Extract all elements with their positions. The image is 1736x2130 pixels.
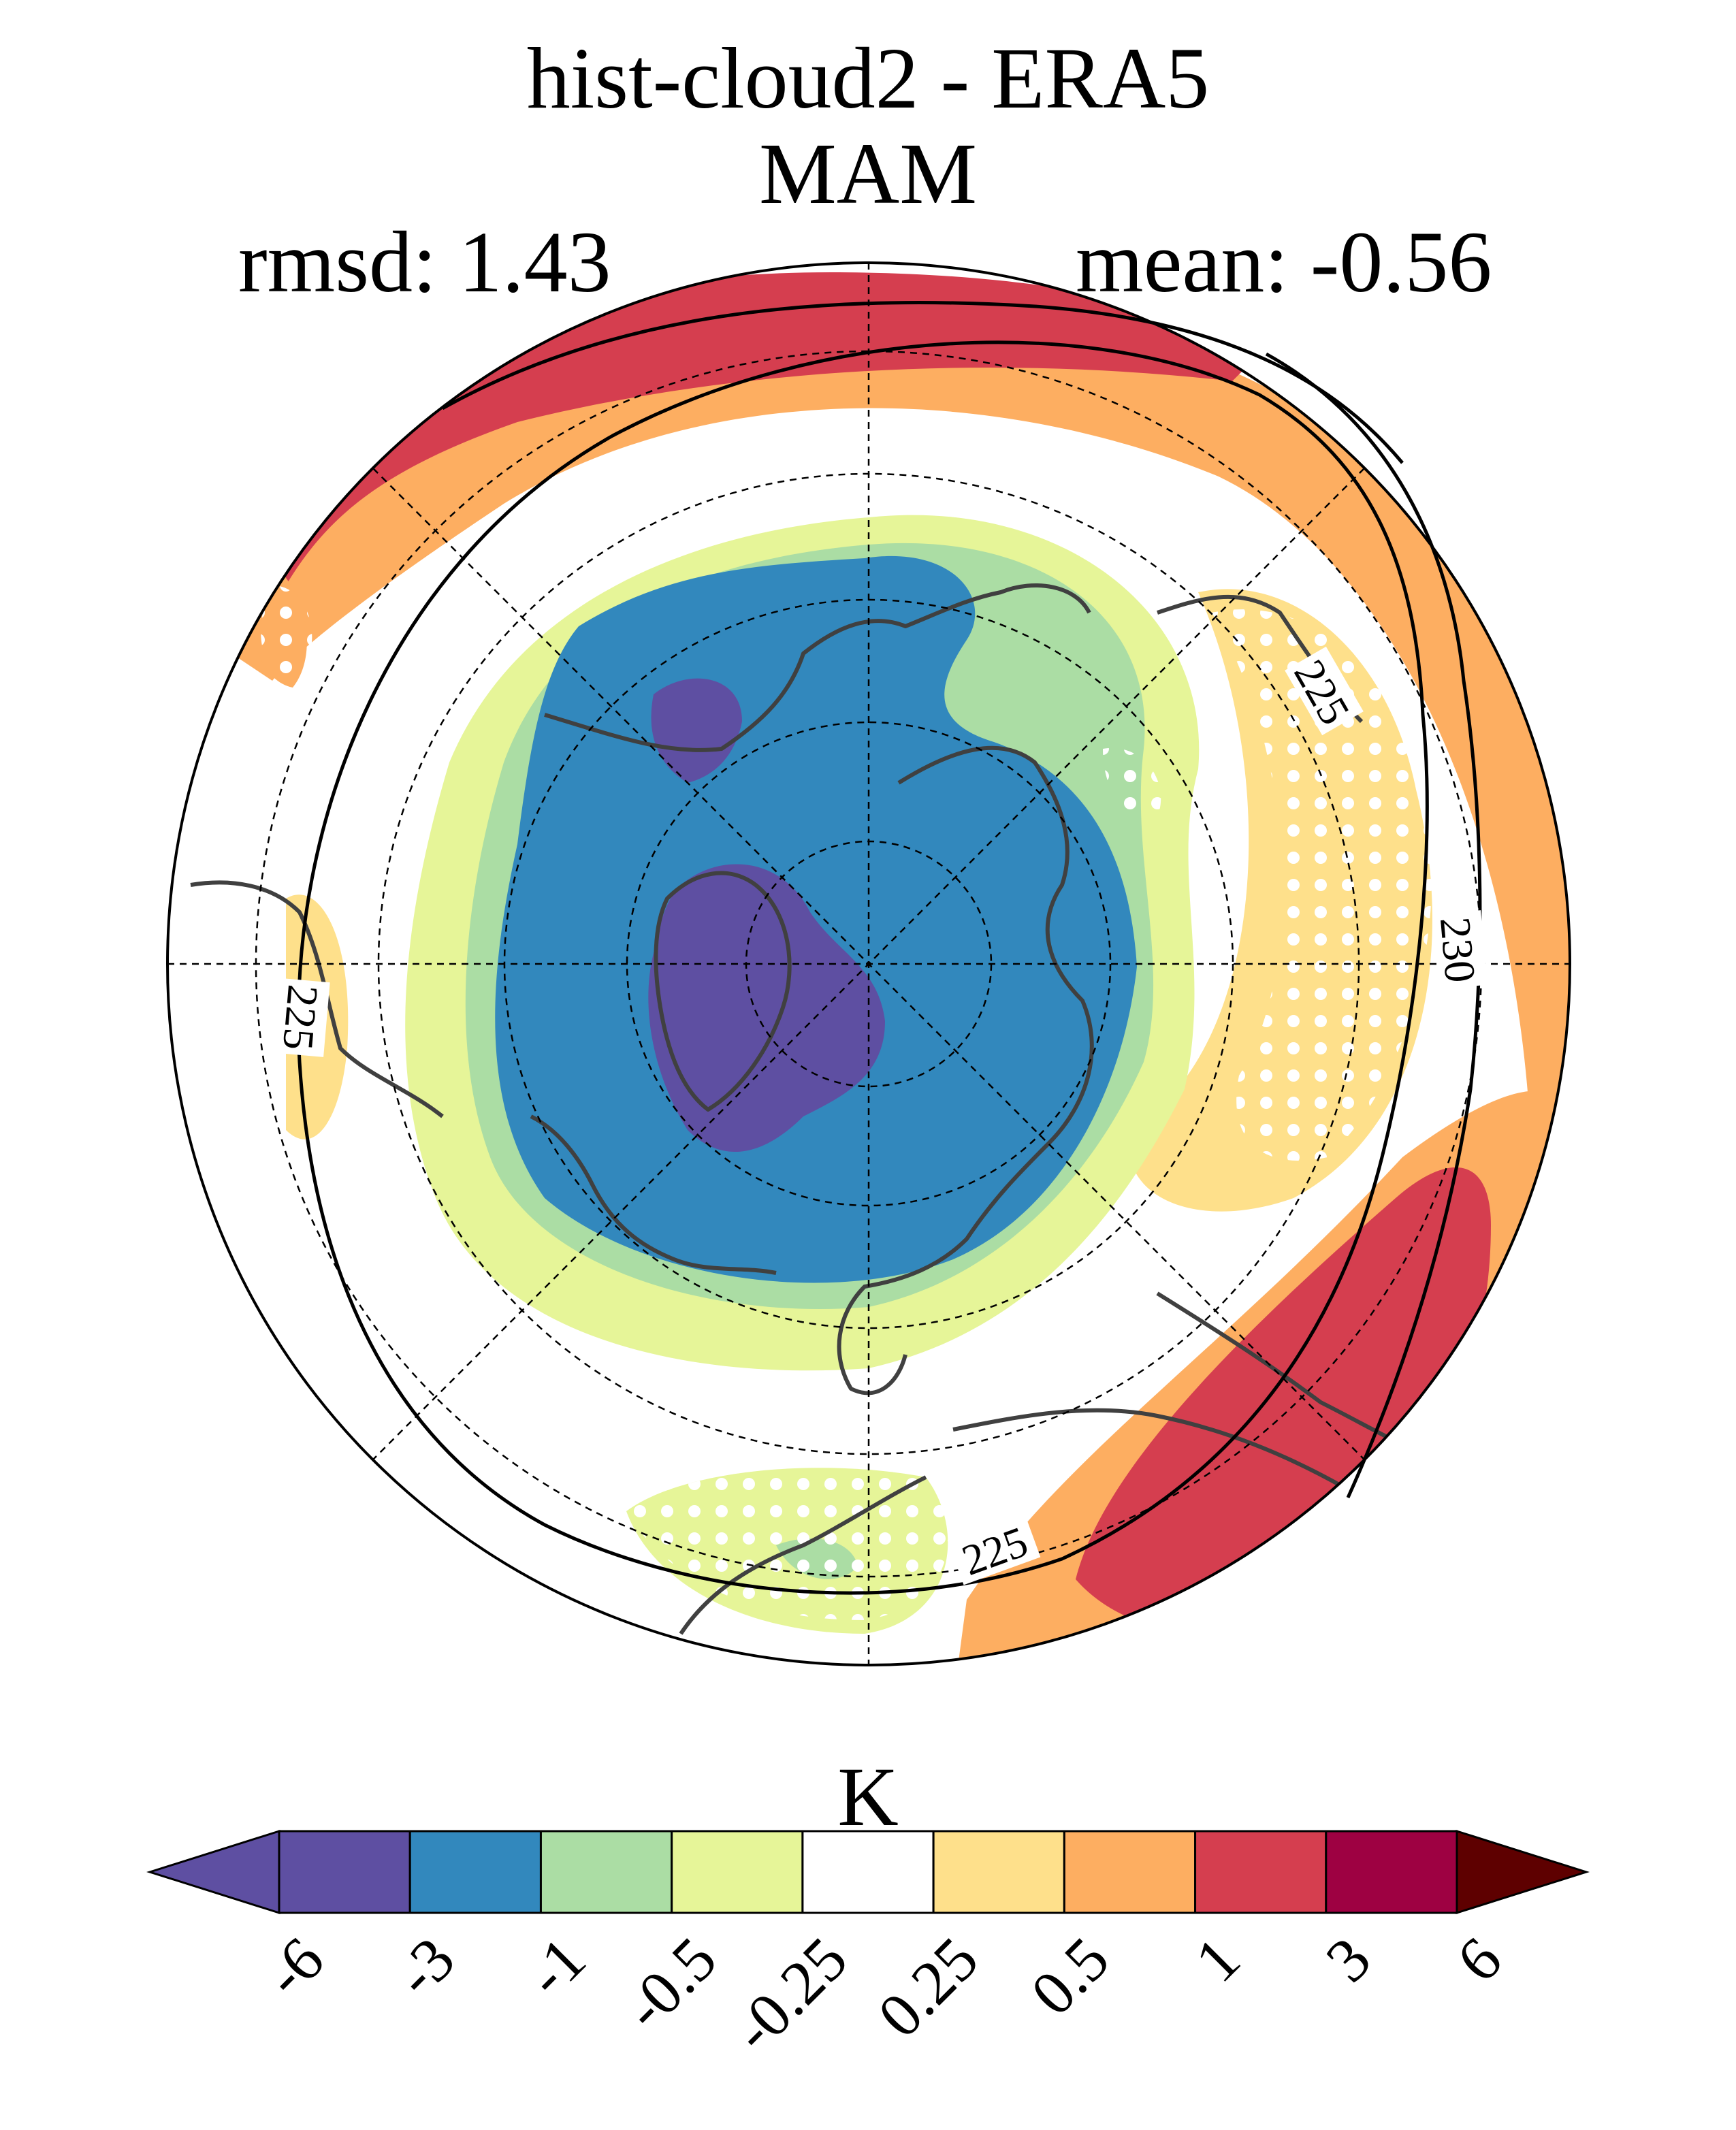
stipple-east [1212, 609, 1432, 1161]
colorbar-swatch [932, 1830, 1065, 1914]
colorbar-swatch [539, 1830, 673, 1914]
anomaly-region-purple-center [648, 864, 885, 1152]
colorbar-swatch [278, 1830, 411, 1914]
colorbar-extend-high [1456, 1829, 1590, 1915]
colorbar-tick-label: -0.25 [719, 1924, 861, 2065]
mean-label: mean: -0.56 [1076, 214, 1492, 310]
stipple-south [626, 1468, 948, 1620]
rmsd-label: rmsd: 1.43 [238, 214, 611, 310]
colorbar-swatch [671, 1830, 804, 1914]
colorbar-boxes [146, 1829, 1590, 1915]
colorbar-tick-label: 0.25 [865, 1924, 991, 2050]
colorbar-tick-label: 0.5 [1018, 1924, 1122, 2028]
colorbar-tick-label: -1 [513, 1924, 598, 2010]
colorbar-tick-label: 6 [1443, 1924, 1515, 1995]
contour-line-outer [441, 300, 1404, 464]
colorbar-tick-label: -6 [251, 1924, 337, 2010]
map-boundary [166, 261, 1571, 1666]
colorbar-swatch [801, 1830, 935, 1914]
colorbar-extend-low [146, 1829, 280, 1915]
colorbar-tick-label: -3 [382, 1924, 468, 2010]
coastline-siberia [544, 583, 1091, 752]
colorbar-swatch [408, 1830, 542, 1914]
colorbar-ticks: -6 -3 -1 -0.5-0.25 0.25 0.5 1 3 6 [251, 1924, 1515, 2065]
coastline-africa [679, 1475, 927, 1635]
contour-label: 225 [274, 983, 327, 1052]
colorbar-swatch [1063, 1830, 1197, 1914]
stipple-west [261, 585, 312, 681]
anomaly-region-purple-north [651, 678, 742, 783]
colorbar-swatch [1325, 1830, 1458, 1914]
latitude-circle [626, 721, 1112, 1207]
polar-map: 225 230 225 225 [166, 261, 1571, 1666]
coastline-alaska [190, 880, 444, 1118]
coastline-asia-south [952, 1408, 1363, 1500]
coastline-north-america [837, 745, 1094, 1395]
meridian-line [372, 468, 1365, 1460]
contour-line-225 [296, 340, 1429, 1595]
coastline-greenland [654, 871, 792, 1112]
stipple-northeast [1103, 747, 1161, 818]
coastline-europe [530, 1114, 777, 1275]
climatology-contours [296, 300, 1482, 1595]
colorbar-tick-label: 1 [1182, 1924, 1253, 1995]
colorbar-tick-label: 3 [1313, 1924, 1384, 1995]
contour-line-230 [1265, 352, 1482, 1499]
colorbar-tick-label: -0.5 [610, 1924, 729, 2043]
colorbar-swatch [1194, 1830, 1328, 1914]
contour-label: 230 [1431, 915, 1485, 984]
figure-subtitle-season: MAM [758, 125, 978, 222]
figure-title: hist-cloud2 - ERA5 [526, 30, 1210, 127]
colorbar-unit-label: K [837, 1750, 899, 1843]
